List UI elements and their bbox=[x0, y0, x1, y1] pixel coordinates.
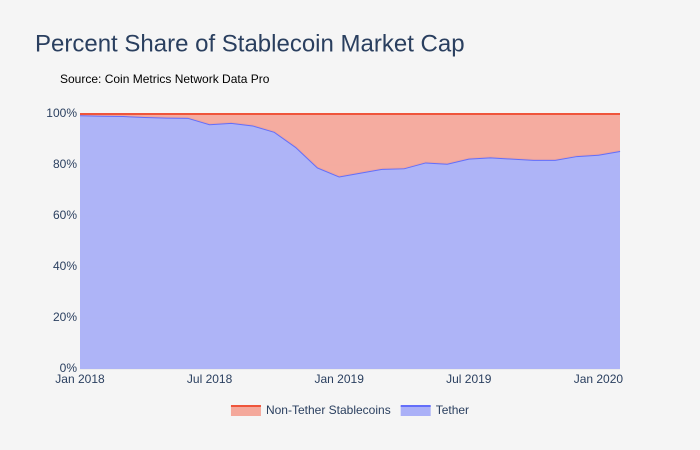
legend: Non-Tether Stablecoins Tether bbox=[230, 403, 469, 417]
legend-swatch bbox=[400, 406, 431, 416]
legend-label: Tether bbox=[436, 403, 469, 417]
x-tick-label: Jul 2019 bbox=[446, 372, 492, 386]
legend-label: Non-Tether Stablecoins bbox=[266, 403, 391, 417]
x-tick-label: Jan 2019 bbox=[315, 372, 365, 386]
legend-item: Non-Tether Stablecoins bbox=[230, 403, 391, 417]
area bbox=[80, 114, 620, 177]
area bbox=[80, 115, 620, 370]
y-tick-label: 40% bbox=[53, 259, 77, 273]
y-tick-label: 100% bbox=[46, 106, 77, 120]
x-tick-label: Jan 2018 bbox=[55, 372, 105, 386]
y-tick-label: 60% bbox=[53, 208, 77, 222]
y-tick-label: 80% bbox=[53, 157, 77, 171]
chart-subtitle: Source: Coin Metrics Network Data Pro bbox=[60, 72, 270, 86]
legend-item: Tether bbox=[400, 403, 469, 417]
legend-swatch bbox=[230, 406, 261, 416]
y-tick-label: 0% bbox=[60, 361, 78, 375]
chart-title: Percent Share of Stablecoin Market Cap bbox=[35, 30, 465, 57]
x-tick-label: Jan 2020 bbox=[574, 372, 624, 386]
plot-area bbox=[79, 113, 621, 370]
x-tick-label: Jul 2018 bbox=[187, 372, 233, 386]
y-tick-label: 20% bbox=[53, 310, 77, 324]
